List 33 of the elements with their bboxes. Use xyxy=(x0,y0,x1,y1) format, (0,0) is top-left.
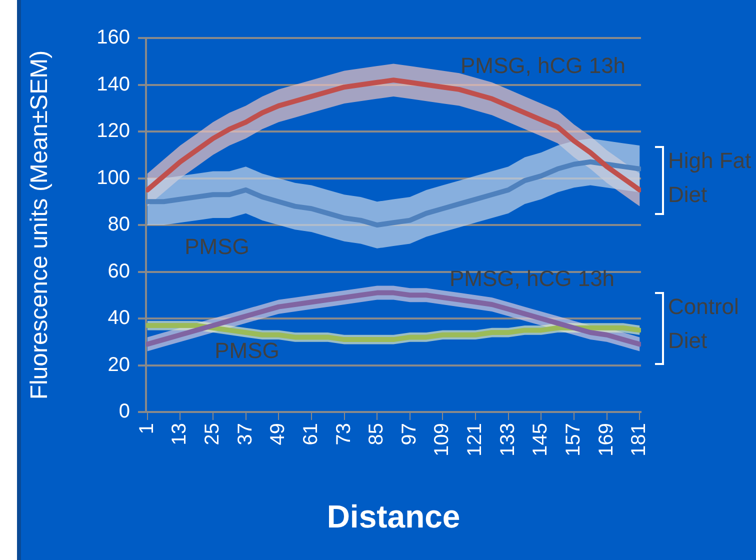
y-tick-label: 60 xyxy=(108,260,130,282)
text: High Fat Diet xyxy=(668,147,752,209)
x-axis-title: Distance xyxy=(326,498,460,535)
x-tick-label: 37 xyxy=(234,423,256,446)
x-tick-label: 97 xyxy=(398,423,420,446)
y-tick-label: 20 xyxy=(108,354,130,376)
x-tick-label: 49 xyxy=(267,423,290,446)
x-tick-label: 145 xyxy=(530,423,552,456)
x-tick-label: 133 xyxy=(496,423,519,456)
y-tick-label: 40 xyxy=(108,307,130,330)
y-tick-label: 80 xyxy=(108,214,130,236)
x-tick-label: 85 xyxy=(366,423,388,446)
x-tick-label: 25 xyxy=(202,423,224,446)
x-tick-label: 157 xyxy=(562,423,585,456)
x-tick-label: 109 xyxy=(431,423,454,456)
x-tick-label: 61 xyxy=(300,423,322,446)
y-axis-title: Fluorescence units (Mean±SEM) xyxy=(26,50,54,400)
series-label: PMSG xyxy=(214,338,280,364)
x-tick-label: 13 xyxy=(168,423,191,446)
x-tick-label: 169 xyxy=(595,423,618,456)
series-label: PMSG, hCG 13h xyxy=(460,53,626,78)
x-tick-label: 121 xyxy=(464,423,486,456)
x-tick-label: 181 xyxy=(628,423,650,456)
series-label: PMSG, hCG 13h xyxy=(449,266,615,292)
y-tick-label: 160 xyxy=(96,26,130,49)
text: Control Diet xyxy=(668,293,739,355)
series-label: PMSG xyxy=(184,234,250,260)
y-tick-label: 140 xyxy=(96,73,130,96)
y-tick-label: 0 xyxy=(118,400,130,423)
y-tick-label: 100 xyxy=(96,166,130,189)
x-tick-label: 73 xyxy=(332,423,355,446)
x-tick-label: 1 xyxy=(136,423,158,434)
y-tick-label: 120 xyxy=(96,120,130,142)
